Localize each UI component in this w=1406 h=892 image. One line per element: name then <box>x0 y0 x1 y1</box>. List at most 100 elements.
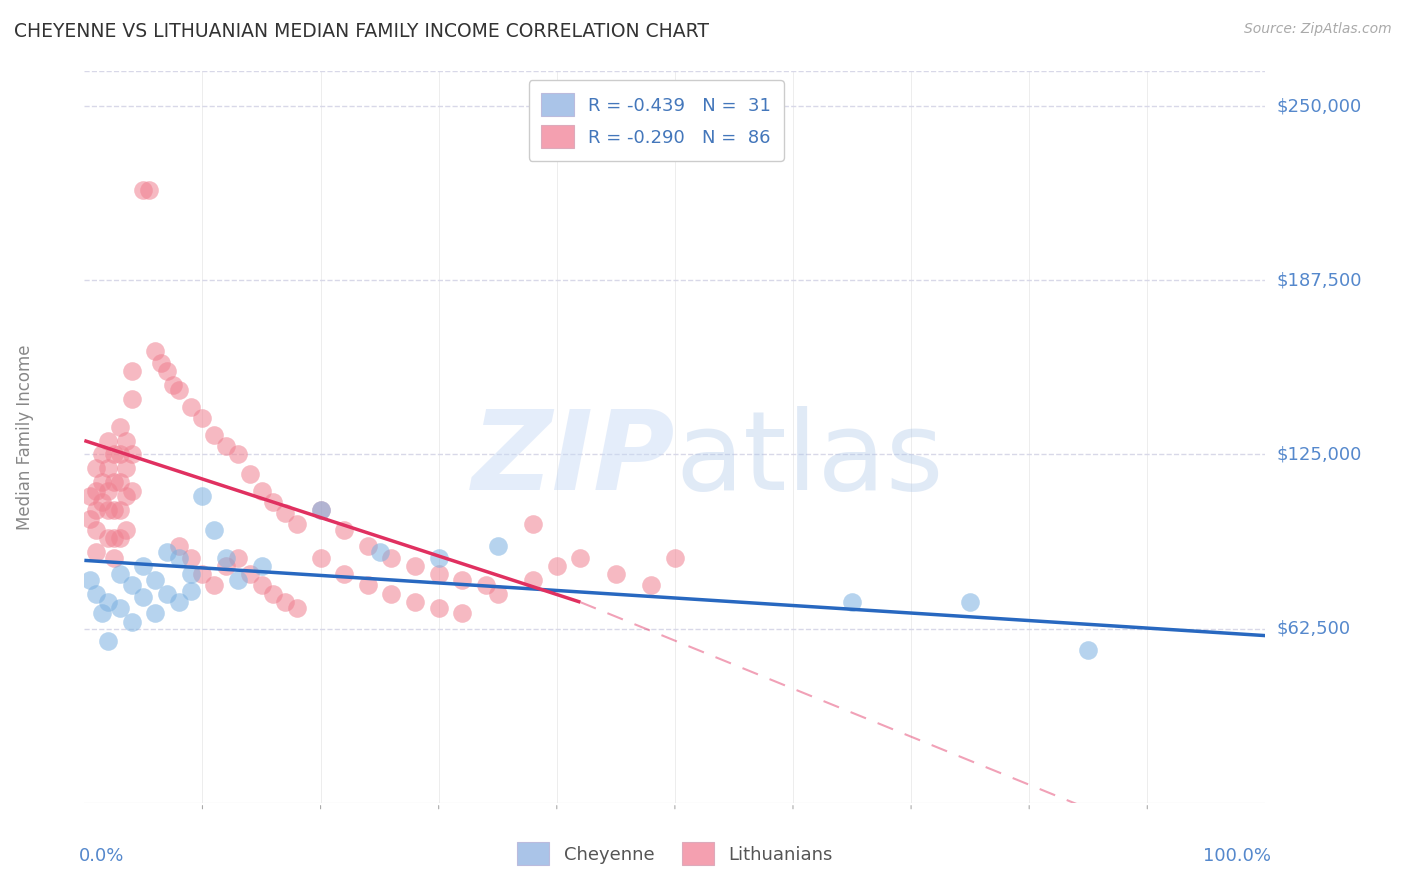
Point <box>475 578 498 592</box>
Point <box>103 550 125 565</box>
Point <box>143 344 166 359</box>
Point <box>262 495 284 509</box>
Point <box>180 567 202 582</box>
Point <box>180 400 202 414</box>
Point <box>79 489 101 503</box>
Point <box>274 506 297 520</box>
Point <box>103 475 125 490</box>
Point <box>664 550 686 565</box>
Point <box>97 434 120 448</box>
Point <box>357 578 380 592</box>
Point <box>97 634 120 648</box>
Point <box>143 607 166 621</box>
Point <box>546 558 568 573</box>
Point <box>357 540 380 554</box>
Point <box>226 573 249 587</box>
Point <box>404 595 426 609</box>
Point <box>262 587 284 601</box>
Point <box>108 531 131 545</box>
Point <box>97 595 120 609</box>
Point <box>202 578 225 592</box>
Point <box>132 590 155 604</box>
Point <box>84 587 107 601</box>
Point <box>959 595 981 609</box>
Text: CHEYENNE VS LITHUANIAN MEDIAN FAMILY INCOME CORRELATION CHART: CHEYENNE VS LITHUANIAN MEDIAN FAMILY INC… <box>14 22 709 41</box>
Text: $250,000: $250,000 <box>1277 97 1362 115</box>
Point <box>114 523 136 537</box>
Text: ZIP: ZIP <box>471 406 675 513</box>
Point <box>150 355 173 369</box>
Point <box>841 595 863 609</box>
Point <box>103 448 125 462</box>
Point <box>333 567 356 582</box>
Point <box>380 587 402 601</box>
Point <box>380 550 402 565</box>
Point <box>486 540 509 554</box>
Point <box>103 531 125 545</box>
Point <box>215 550 238 565</box>
Point <box>84 483 107 498</box>
Point <box>79 511 101 525</box>
Point <box>97 531 120 545</box>
Point <box>250 578 273 592</box>
Point <box>91 448 114 462</box>
Text: Median Family Income: Median Family Income <box>17 344 34 530</box>
Point <box>191 567 214 582</box>
Point <box>285 600 308 615</box>
Point <box>180 550 202 565</box>
Point <box>309 503 332 517</box>
Point <box>132 558 155 573</box>
Point <box>103 503 125 517</box>
Point <box>121 364 143 378</box>
Point <box>274 595 297 609</box>
Point <box>285 517 308 532</box>
Point <box>1077 642 1099 657</box>
Point <box>121 483 143 498</box>
Text: 100.0%: 100.0% <box>1204 847 1271 864</box>
Point <box>97 461 120 475</box>
Point <box>180 584 202 599</box>
Point <box>522 517 544 532</box>
Point <box>121 448 143 462</box>
Point <box>167 384 190 398</box>
Point <box>451 573 474 587</box>
Point <box>215 558 238 573</box>
Point <box>84 523 107 537</box>
Point <box>191 489 214 503</box>
Text: $125,000: $125,000 <box>1277 445 1362 464</box>
Text: 0.0%: 0.0% <box>79 847 124 864</box>
Point <box>162 377 184 392</box>
Point <box>91 607 114 621</box>
Point <box>427 550 450 565</box>
Point <box>132 183 155 197</box>
Point <box>569 550 592 565</box>
Point <box>108 475 131 490</box>
Point <box>84 461 107 475</box>
Point <box>167 550 190 565</box>
Point <box>108 600 131 615</box>
Point <box>121 615 143 629</box>
Point <box>605 567 627 582</box>
Point <box>309 550 332 565</box>
Point <box>156 587 179 601</box>
Point <box>202 428 225 442</box>
Point <box>333 523 356 537</box>
Point <box>215 439 238 453</box>
Point <box>250 483 273 498</box>
Point <box>191 411 214 425</box>
Text: atlas: atlas <box>675 406 943 513</box>
Point <box>138 183 160 197</box>
Point <box>486 587 509 601</box>
Point <box>226 550 249 565</box>
Point <box>91 495 114 509</box>
Point <box>167 595 190 609</box>
Point <box>451 607 474 621</box>
Point <box>156 364 179 378</box>
Point <box>114 461 136 475</box>
Point <box>368 545 391 559</box>
Legend: Cheyenne, Lithuanians: Cheyenne, Lithuanians <box>505 830 845 878</box>
Text: $187,500: $187,500 <box>1277 271 1362 289</box>
Point <box>427 600 450 615</box>
Point <box>167 540 190 554</box>
Point <box>114 434 136 448</box>
